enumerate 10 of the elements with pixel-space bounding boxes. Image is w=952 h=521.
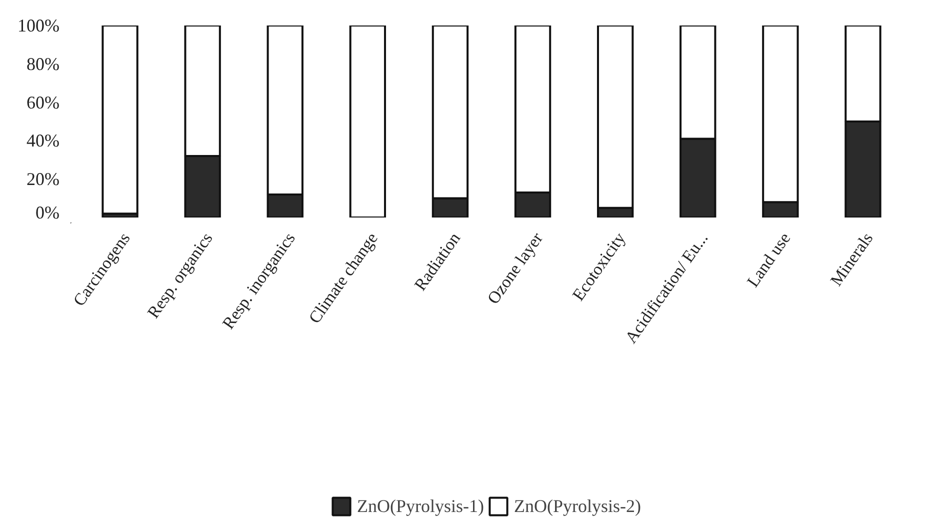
- y-tick-label: 0%: [36, 202, 60, 222]
- y-tick-label: 60%: [26, 92, 60, 112]
- y-tick-label: 20%: [26, 169, 60, 190]
- bar: [102, 26, 138, 215]
- legend-label: ZnO(Pyrolysis-2): [514, 496, 641, 516]
- y-tick-label: 80%: [26, 54, 60, 74]
- y-tick-label: 100%: [18, 16, 60, 36]
- legend-label: ZnO(Pyrolysis-1): [357, 496, 484, 516]
- bar: [349, 26, 386, 218]
- y-tick-label: 40%: [26, 130, 60, 151]
